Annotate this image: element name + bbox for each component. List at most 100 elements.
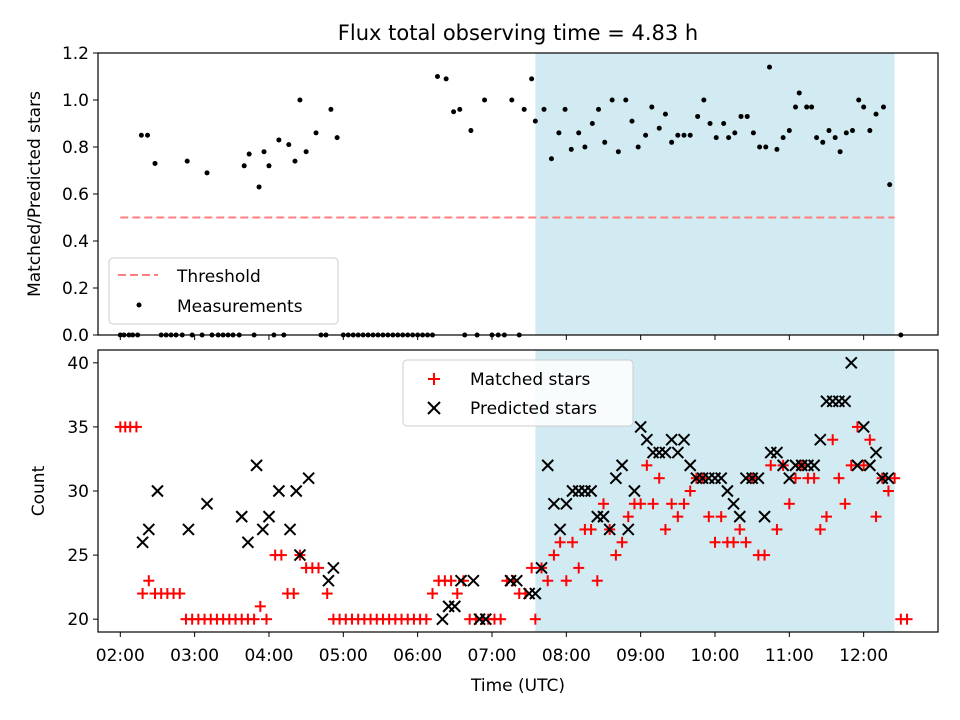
bottom-y-tick-label: 20 xyxy=(67,610,89,630)
measurement-point xyxy=(521,106,527,112)
matched-star-point xyxy=(870,511,882,523)
measurement-point xyxy=(887,182,893,188)
bottom-plot-area xyxy=(114,350,913,632)
bottom-x-tick-label: 10:00 xyxy=(690,646,739,666)
predicted-star-point xyxy=(584,484,598,498)
matched-star-point xyxy=(641,459,653,471)
predicted-star-point xyxy=(250,459,263,472)
matched-star-point xyxy=(715,511,727,523)
predicted-star-point xyxy=(182,523,195,536)
top-x-ticks xyxy=(119,335,865,340)
matched-star-point xyxy=(709,536,721,548)
bottom-y-tick-label: 35 xyxy=(67,418,89,438)
top-panel: Flux total observing time = 4.83 h 0.00.… xyxy=(25,21,939,346)
matched-star-point xyxy=(174,588,186,600)
predicted-star-point xyxy=(733,510,746,523)
matched-star-point xyxy=(143,575,155,587)
predicted-star-point xyxy=(628,484,641,498)
predicted-star-point xyxy=(479,612,492,626)
measurement-point xyxy=(873,111,879,117)
matched-star-point xyxy=(591,575,603,587)
predicted-star-point xyxy=(256,523,269,536)
matched-star-point xyxy=(814,523,826,535)
predicted-star-point xyxy=(454,574,468,587)
bottom-y-tick-label: 25 xyxy=(67,546,89,566)
matched-star-point xyxy=(783,498,795,510)
predicted-star-point xyxy=(863,459,877,472)
measurement-point xyxy=(623,97,629,103)
matched-star-point xyxy=(684,485,696,497)
measurement-point xyxy=(738,113,744,119)
matched-star-point xyxy=(808,472,820,484)
predicted-star-point xyxy=(882,471,895,485)
measurements-legend-label: Measurements xyxy=(177,297,303,317)
measurement-point xyxy=(707,121,713,126)
predicted-star-point xyxy=(302,471,315,485)
matched-star-point xyxy=(827,434,839,446)
measurement-point xyxy=(138,132,144,138)
top-y-axis-label: Matched/Predicted stars xyxy=(25,91,45,297)
measurement-point xyxy=(681,132,687,138)
predicted-star-point xyxy=(597,510,610,523)
matched-star-point xyxy=(635,498,647,510)
measurement-point xyxy=(726,135,732,141)
predicted-star-point xyxy=(845,356,858,370)
measurement-point xyxy=(204,170,210,176)
predicted-star-point xyxy=(622,523,635,536)
measurement-point xyxy=(562,106,568,112)
predicted-star-point xyxy=(671,446,685,459)
predicted-star-point xyxy=(640,433,654,446)
measurement-point xyxy=(246,151,252,157)
measurement-point xyxy=(713,135,719,141)
measurement-point xyxy=(635,144,641,150)
measurement-point xyxy=(509,97,515,103)
measurement-point xyxy=(850,128,856,134)
matched-star-point xyxy=(585,523,597,535)
measurement-point xyxy=(457,106,463,112)
measurement-point xyxy=(609,97,615,103)
measurement-point xyxy=(303,149,309,155)
top-y-tick-label: 1.2 xyxy=(62,44,89,64)
measurement-point xyxy=(596,106,602,112)
matched-star-point xyxy=(560,575,572,587)
measurement-point xyxy=(529,76,535,82)
matched-star-point xyxy=(759,549,771,561)
matched-legend-label: Matched stars xyxy=(470,370,590,390)
matched-star-point xyxy=(858,459,870,471)
top-plot-area xyxy=(117,53,904,338)
predicted-star-point xyxy=(529,587,542,600)
measurement-point xyxy=(774,146,780,152)
matched-star-point xyxy=(427,588,439,600)
bottom-y-ticks: 20 25 30 35 40 xyxy=(67,354,98,630)
matched-star-point xyxy=(254,600,266,612)
measurement-point xyxy=(576,130,582,136)
predicted-star-point xyxy=(136,536,149,549)
measurement-point xyxy=(669,139,675,145)
measurement-point xyxy=(767,64,773,70)
top-y-tick-label: 0.2 xyxy=(62,279,89,299)
bottom-x-tick-label: 04:00 xyxy=(244,646,293,666)
measurement-point xyxy=(468,128,474,134)
matched-star-point xyxy=(597,498,609,510)
matched-star-point xyxy=(851,421,863,433)
matched-star-point xyxy=(313,562,325,574)
matched-star-point xyxy=(130,421,142,433)
measurement-point xyxy=(837,149,843,155)
matched-star-point xyxy=(839,498,851,510)
measurement-point xyxy=(482,97,488,103)
predicted-star-point xyxy=(283,523,297,536)
predicted-star-point xyxy=(684,459,697,472)
matched-star-point xyxy=(647,498,659,510)
bottom-x-tick-label: 03:00 xyxy=(170,646,219,666)
measurement-point xyxy=(241,163,247,169)
top-y-tick-label: 0.4 xyxy=(62,232,89,252)
measurement-point xyxy=(568,146,574,152)
measurement-point xyxy=(615,149,621,155)
bottom-x-tick-label: 07:00 xyxy=(467,646,516,666)
observing-window-span xyxy=(535,53,895,335)
predicted-star-point xyxy=(541,459,554,472)
predicted-star-point xyxy=(560,497,573,511)
matched-star-point xyxy=(321,588,333,600)
measurement-point xyxy=(152,160,158,166)
